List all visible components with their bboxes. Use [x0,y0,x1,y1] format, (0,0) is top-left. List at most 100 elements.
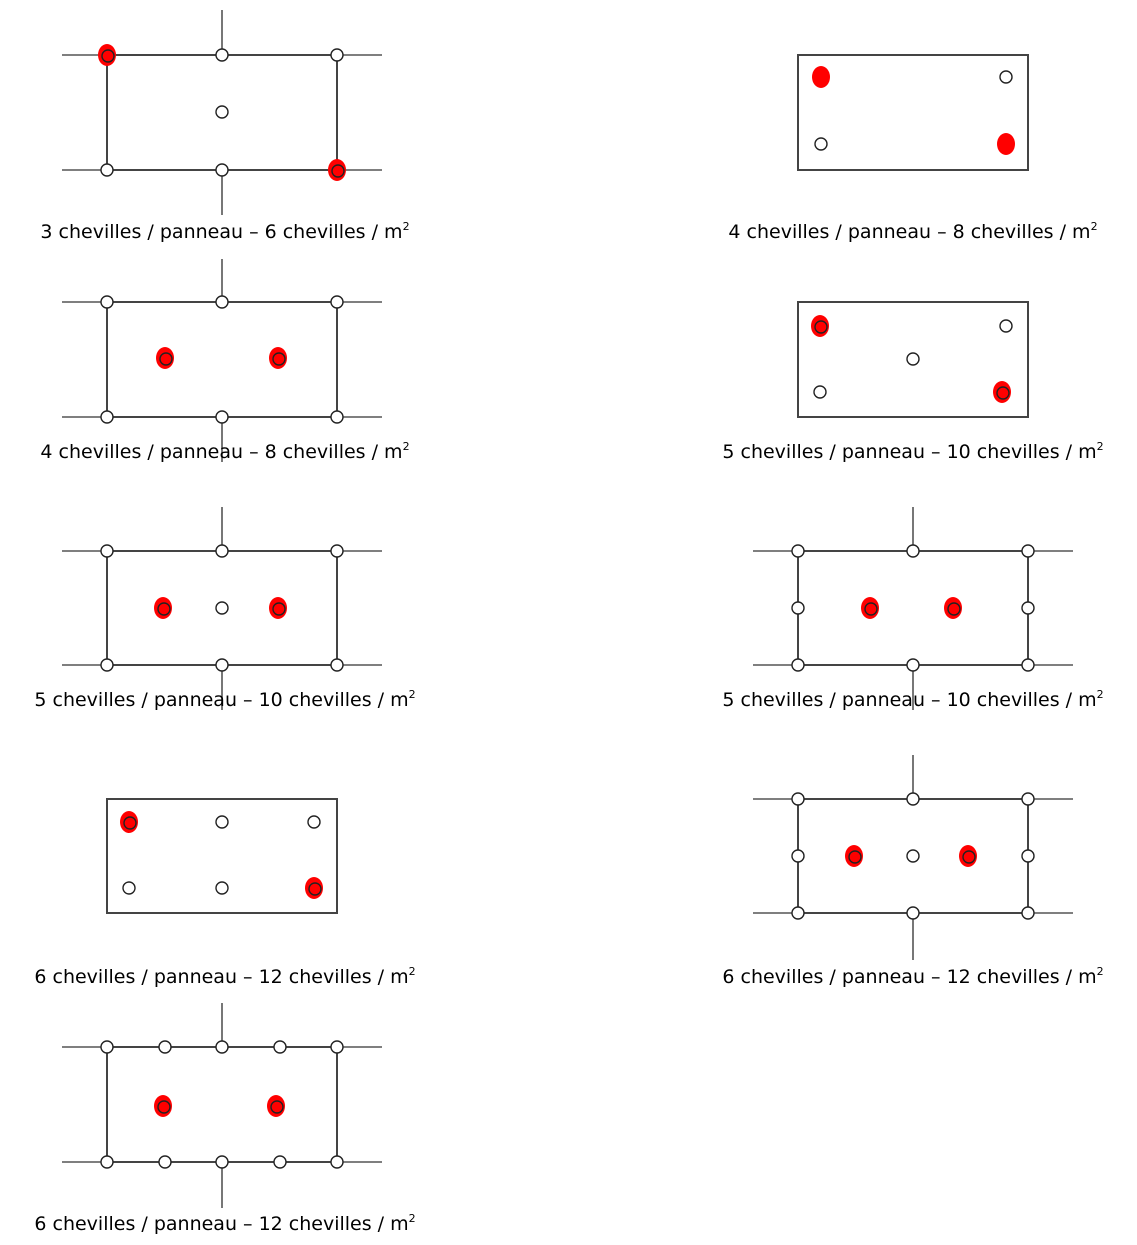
dowel [157,602,171,616]
dowel [906,352,920,366]
dowel [215,815,229,829]
caption-unit-exponent: 2 [1091,220,1098,233]
panel-outline [106,798,338,914]
dowel-diagram-d2: 4 chevilles / panneau – 8 chevilles / m2 [728,54,1098,243]
dowel [330,410,344,424]
diagram-caption: 6 chevilles / panneau – 12 chevilles / m… [34,1212,415,1235]
dowel-highlight [812,66,830,88]
caption-unit-exponent: 2 [409,965,416,978]
dowel [791,544,805,558]
panel-outline [106,301,338,418]
caption-unit-exponent: 2 [409,688,416,701]
dowel [962,850,976,864]
dowel [158,1040,172,1054]
dowel [999,70,1013,84]
dowel [906,658,920,672]
dowel [100,1040,114,1054]
diagram-caption: 6 chevilles / panneau – 12 chevilles / m… [34,965,415,988]
diagram-caption: 5 chevilles / panneau – 10 chevilles / m… [722,440,1103,463]
diagram-caption: 3 chevilles / panneau – 6 chevilles / m2 [40,220,409,243]
dowel [330,544,344,558]
dowel [864,602,878,616]
dowel [272,602,286,616]
dowel [999,319,1013,333]
diagram-caption: 6 chevilles / panneau – 12 chevilles / m… [722,965,1103,988]
dowel [215,601,229,615]
caption-text: 4 chevilles / panneau – 8 chevilles / m [728,221,1090,243]
dowel-highlight [997,133,1015,155]
caption-text: 6 chevilles / panneau – 12 chevilles / m [34,966,408,988]
dowel [159,352,173,366]
dowel-diagram-d9: 6 chevilles / panneau – 12 chevilles / m… [34,1003,416,1235]
dowel [947,602,961,616]
dowel [215,544,229,558]
dowel [906,544,920,558]
dowel [100,163,114,177]
dowel-diagram-d3: 4 chevilles / panneau – 8 chevilles / m2 [40,259,410,463]
dowel [791,849,805,863]
dowel [101,49,115,63]
dowel [791,792,805,806]
diagram-caption: 4 chevilles / panneau – 8 chevilles / m2 [40,440,409,463]
dowel [215,163,229,177]
diagram-caption: 5 chevilles / panneau – 10 chevilles / m… [34,688,415,711]
dowel [848,850,862,864]
dowel-diagram-d7: 6 chevilles / panneau – 12 chevilles / m… [34,798,416,988]
dowel-diagram-d8: 6 chevilles / panneau – 12 chevilles / m… [722,755,1104,988]
dowel [814,137,828,151]
dowel [273,1040,287,1054]
dowel [331,164,345,178]
dowel [215,295,229,309]
caption-unit-exponent: 2 [409,1212,416,1225]
dowel [215,881,229,895]
dowel [215,105,229,119]
dowel [308,882,322,896]
dowel [906,792,920,806]
dowel [215,658,229,672]
caption-unit-exponent: 2 [1097,688,1104,701]
dowel [1021,601,1035,615]
diagram-caption: 5 chevilles / panneau – 10 chevilles / m… [722,688,1103,711]
dowel [996,386,1010,400]
caption-text: 5 chevilles / panneau – 10 chevilles / m [722,441,1096,463]
panel-outline [797,301,1029,418]
dowel [330,295,344,309]
dowel [1021,658,1035,672]
caption-unit-exponent: 2 [403,440,410,453]
caption-text: 6 chevilles / panneau – 12 chevilles / m [34,1213,408,1235]
dowel [330,1155,344,1169]
dowel [791,658,805,672]
dowel [100,658,114,672]
dowel [1021,906,1035,920]
dowel [307,815,321,829]
dowel [273,1155,287,1169]
dowel [330,48,344,62]
panel-outline [106,1046,338,1163]
caption-text: 3 chevilles / panneau – 6 chevilles / m [40,221,402,243]
dowel [814,320,828,334]
dowel [270,1100,284,1114]
dowel [906,906,920,920]
caption-unit-exponent: 2 [1097,440,1104,453]
dowel [100,1155,114,1169]
dowel [157,1100,171,1114]
dowel [215,410,229,424]
dowel [791,601,805,615]
dowel-diagram-d1: 3 chevilles / panneau – 6 chevilles / m2 [40,10,410,243]
diagram-caption: 4 chevilles / panneau – 8 chevilles / m2 [728,220,1097,243]
dowel-diagram-d4: 5 chevilles / panneau – 10 chevilles / m… [722,301,1104,463]
dowel-diagram-d6: 5 chevilles / panneau – 10 chevilles / m… [722,507,1104,711]
caption-text: 4 chevilles / panneau – 8 chevilles / m [40,441,402,463]
panel-outline [797,550,1029,666]
dowel [215,48,229,62]
caption-unit-exponent: 2 [1097,965,1104,978]
caption-text: 5 chevilles / panneau – 10 chevilles / m [34,689,408,711]
dowel [813,385,827,399]
panel-outline [797,54,1029,171]
caption-text: 5 chevilles / panneau – 10 chevilles / m [722,689,1096,711]
caption-text: 6 chevilles / panneau – 12 chevilles / m [722,966,1096,988]
dowel [1021,849,1035,863]
dowel [1021,792,1035,806]
dowel [330,658,344,672]
